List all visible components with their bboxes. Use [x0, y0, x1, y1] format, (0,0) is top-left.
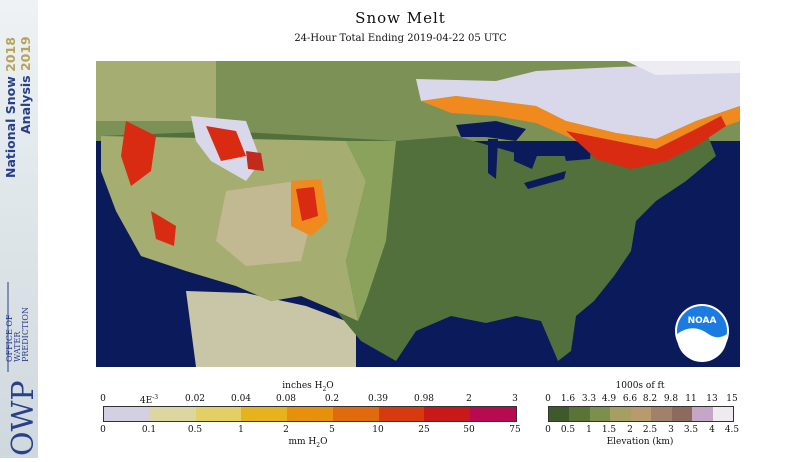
- melt-band-red: [566, 116, 726, 169]
- snow-melt-map[interactable]: NOAA: [96, 61, 740, 367]
- sidebar: National Snow 2018 Analysis 2019 OWP OFF…: [0, 0, 41, 458]
- owp-abbr: OWP: [6, 380, 38, 456]
- elev-top-tick: 11: [685, 394, 697, 404]
- elevation-color-swatch: [549, 407, 570, 421]
- elev-top-tick: 0: [545, 394, 551, 404]
- melt-color-swatch: [332, 407, 379, 421]
- map-subtitle: 24-Hour Total Ending 2019-04-22 05 UTC: [294, 33, 507, 44]
- elev-bottom-tick: 3.5: [683, 425, 699, 435]
- melt-bottom-tick: 75: [509, 425, 521, 435]
- melt-top-tick: 0.04: [230, 394, 252, 404]
- elev-bottom-tick: 1: [586, 425, 592, 435]
- elev-top-tick: 3.3: [581, 394, 597, 404]
- melt-bottom-tick: 1: [238, 425, 244, 435]
- melt-top-tick: 3: [512, 394, 518, 404]
- melt-color-swatch: [195, 407, 242, 421]
- melt-top-tick: 4E-3: [139, 394, 159, 406]
- melt-top-tick: 0.98: [413, 394, 435, 404]
- elev-bottom-tick: 0: [545, 425, 551, 435]
- melt-color-swatch: [424, 407, 471, 421]
- elevation-color-swatch: [589, 407, 611, 421]
- elev-top-tick: 1.6: [560, 394, 576, 404]
- snow-cover-northeast: [416, 65, 740, 139]
- melt-legend-bottom-title: mm H2O: [288, 437, 328, 449]
- melt-color-swatch: [104, 407, 150, 421]
- product-name-line1: National Snow: [3, 76, 18, 178]
- melt-top-tick: 0.02: [184, 394, 206, 404]
- elevation-color-swatch: [692, 407, 713, 421]
- elevation-color-bar: [548, 406, 734, 422]
- year-top: 2018: [3, 37, 18, 72]
- melt-top-tick: 0: [100, 394, 106, 404]
- elev-legend-top-title: 1000s of ft: [615, 381, 665, 391]
- melt-bottom-tick: 5: [329, 425, 335, 435]
- great-basin: [216, 181, 311, 266]
- melt-bottom-tick: 10: [372, 425, 384, 435]
- mexico-region: [186, 291, 356, 367]
- elevation-color-swatch: [712, 407, 733, 421]
- melt-color-bar: [103, 406, 517, 422]
- melt-color-swatch: [287, 407, 333, 421]
- map-title: Snow Melt: [355, 9, 446, 27]
- elev-bottom-tick: 4: [709, 425, 715, 435]
- elevation-color-swatch: [671, 407, 693, 421]
- melt-color-swatch: [241, 407, 288, 421]
- elevation-color-swatch: [569, 407, 590, 421]
- melt-top-tick: 0.08: [275, 394, 297, 404]
- melt-color-swatch: [470, 407, 517, 421]
- lake-superior: [456, 121, 526, 141]
- melt-bottom-tick: 2: [283, 425, 289, 435]
- melt-bottom-tick: 50: [463, 425, 475, 435]
- office-line-1: OFFICE OF: [5, 314, 14, 362]
- noaa-logo-text: NOAA: [688, 316, 717, 326]
- elev-top-tick: 8.2: [642, 394, 658, 404]
- svg-text:National Snow 2018: National Snow 2018: [3, 37, 18, 178]
- melt-top-tick: 0.2: [324, 394, 340, 404]
- elev-bottom-tick: 3: [668, 425, 674, 435]
- elev-legend-bottom-title: Elevation (km): [606, 437, 674, 447]
- owp-logo: OWP OFFICE OF WATER PREDICTION: [0, 262, 41, 458]
- elevation-color-swatch: [610, 407, 631, 421]
- elev-bottom-tick: 2: [627, 425, 633, 435]
- lake-ontario: [564, 149, 591, 161]
- melt-top-tick: 0.39: [367, 394, 389, 404]
- melt-bottom-tick: 25: [418, 425, 430, 435]
- elev-top-tick: 13: [706, 394, 718, 404]
- office-line-3: PREDICTION: [21, 307, 30, 362]
- melt-bottom-tick: 0.5: [187, 425, 203, 435]
- melt-color-swatch: [149, 407, 196, 421]
- product-name-line2: Analysis: [18, 75, 33, 134]
- melt-cascades: [121, 121, 156, 186]
- melt-bottom-tick: 0.1: [141, 425, 157, 435]
- lake-huron: [514, 143, 538, 169]
- melt-top-tick: 2: [466, 394, 472, 404]
- melt-band-orange: [421, 96, 740, 161]
- elev-top-tick: 15: [726, 394, 738, 404]
- elev-bottom-tick: 2.5: [642, 425, 658, 435]
- year-bottom: 2019: [18, 36, 33, 71]
- elev-top-tick: 6.6: [622, 394, 638, 404]
- elev-bottom-tick: 0.5: [560, 425, 576, 435]
- elev-bottom-tick: 1.5: [601, 425, 617, 435]
- great-plains: [346, 141, 396, 321]
- svg-text:Analysis 2019: Analysis 2019: [18, 36, 33, 134]
- lake-erie: [524, 171, 566, 189]
- office-line-2: WATER: [13, 331, 22, 362]
- melt-bottom-tick: 0: [100, 425, 106, 435]
- elevation-color-swatch: [630, 407, 652, 421]
- elev-top-tick: 4.9: [601, 394, 617, 404]
- melt-color-swatch: [378, 407, 425, 421]
- lake-michigan: [488, 139, 498, 179]
- product-title-vertical: National Snow 2018 Analysis 2019: [0, 0, 38, 180]
- elevation-color-swatch: [651, 407, 672, 421]
- elev-bottom-tick: 4.5: [724, 425, 740, 435]
- melt-sierra-nevada: [151, 211, 176, 246]
- noaa-logo: NOAA: [675, 304, 729, 362]
- elev-top-tick: 9.8: [663, 394, 679, 404]
- melt-legend-top-title: inches H2O: [282, 381, 334, 393]
